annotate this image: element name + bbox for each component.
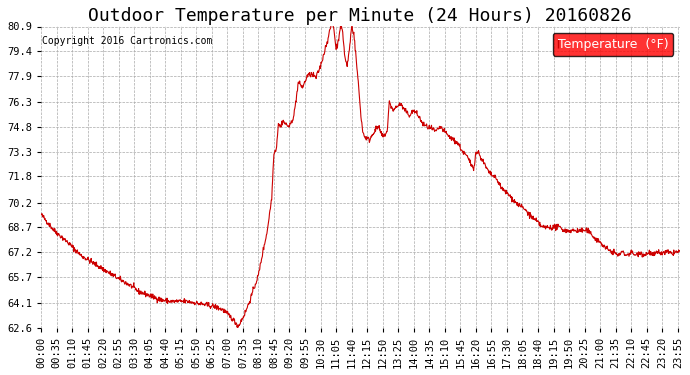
Title: Outdoor Temperature per Minute (24 Hours) 20160826: Outdoor Temperature per Minute (24 Hours… <box>88 7 632 25</box>
Text: Copyright 2016 Cartronics.com: Copyright 2016 Cartronics.com <box>42 36 213 45</box>
Legend: Temperature  (°F): Temperature (°F) <box>553 33 673 56</box>
